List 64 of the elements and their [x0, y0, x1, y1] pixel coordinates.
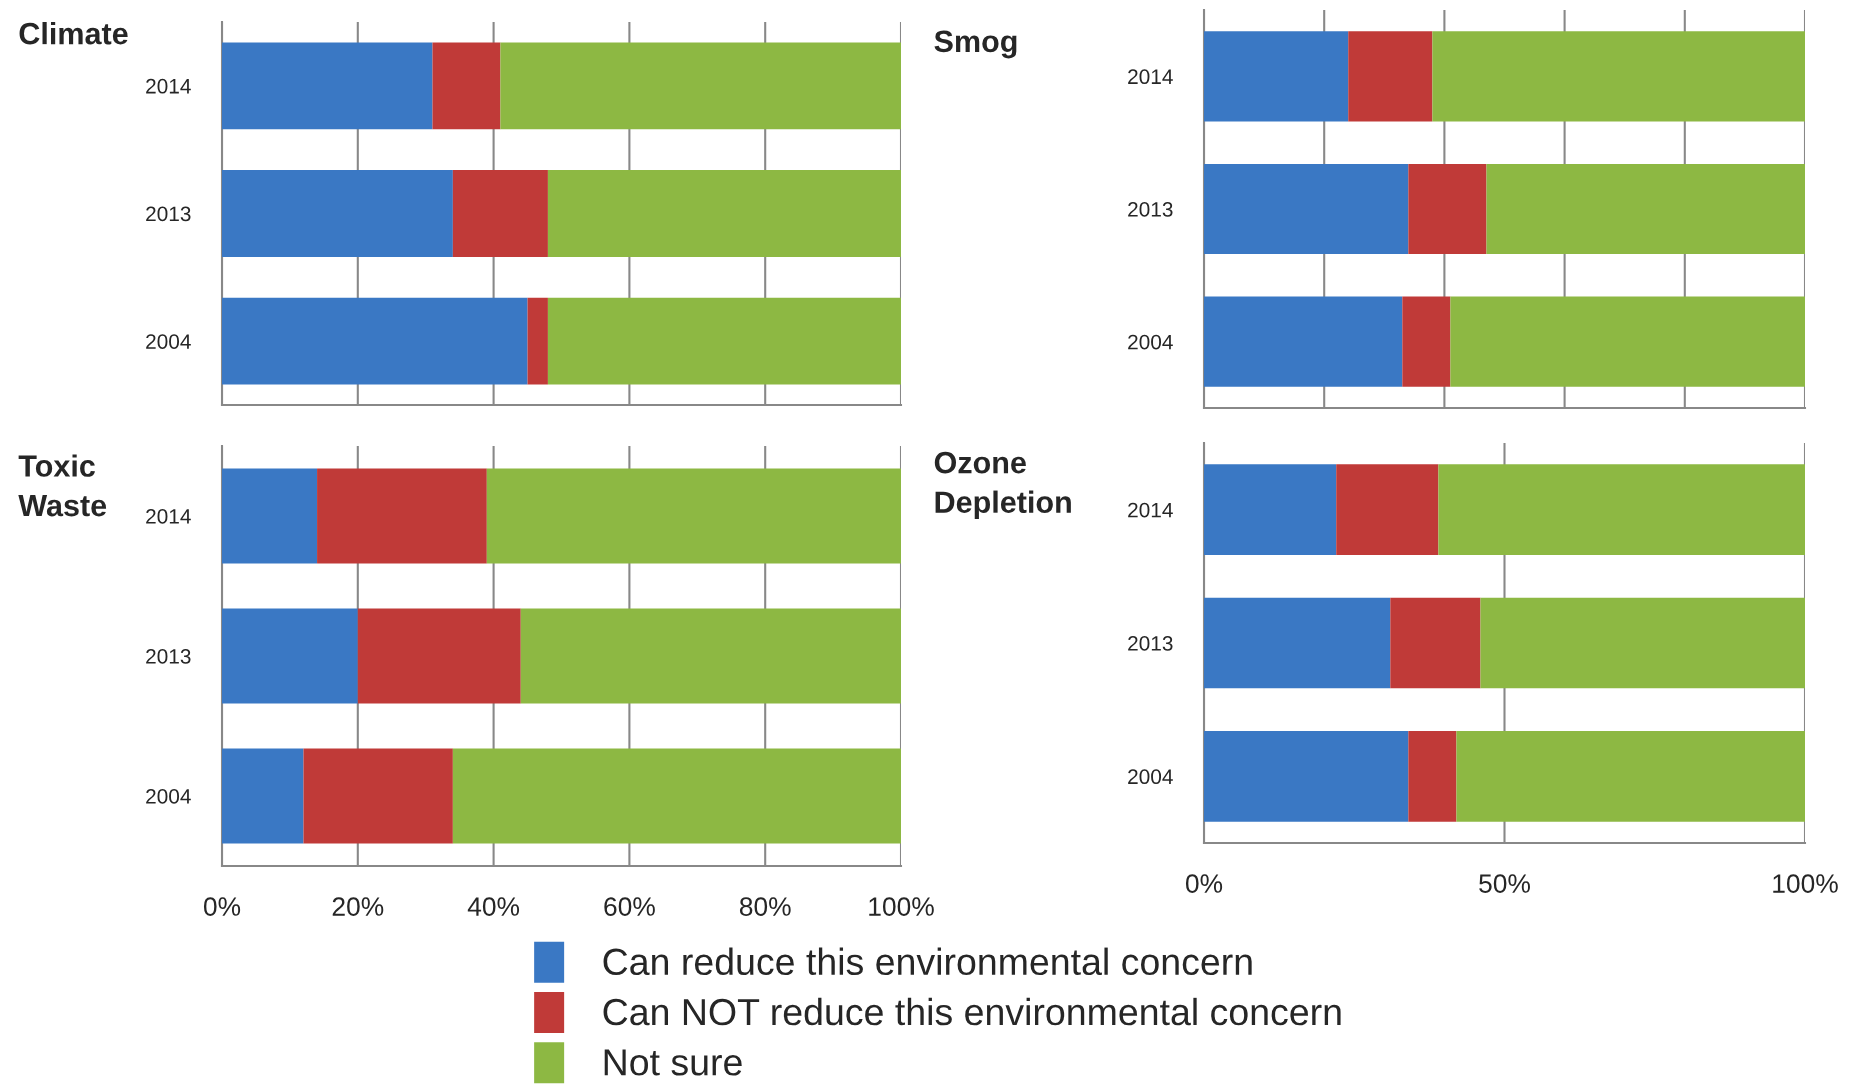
bar [222, 608, 358, 704]
y-tick-label: 2004 [146, 789, 191, 804]
bar [303, 748, 453, 844]
bar [1204, 163, 1409, 255]
chart-title: Climate [19, 22, 128, 45]
bar [1204, 464, 1337, 555]
bar [1402, 296, 1451, 387]
bar [1408, 163, 1487, 255]
y-tick-label: 2013 [1128, 202, 1173, 217]
bar [1450, 296, 1805, 387]
bar [222, 170, 453, 257]
bar [486, 468, 901, 564]
bar [1336, 464, 1439, 555]
x-tick-label: 80% [739, 897, 791, 916]
bar [452, 748, 901, 844]
bar [357, 608, 521, 704]
x-tick-label: 100% [1773, 874, 1838, 893]
bar [1432, 31, 1805, 122]
x-tick-label: 40% [467, 897, 520, 916]
text: Toxic Waste [18, 454, 107, 517]
bar [222, 748, 304, 844]
bar [1204, 731, 1409, 822]
bar [317, 468, 487, 564]
y-tick-label: 2013 [1128, 636, 1173, 651]
text: Smog [934, 30, 1017, 59]
bar [1456, 731, 1805, 822]
x-tick-label: 60% [604, 897, 655, 916]
y-tick-label: 2004 [1128, 769, 1173, 785]
bar [452, 170, 548, 257]
y-tick-label: 2014 [146, 509, 191, 524]
bar [432, 42, 501, 130]
legend-label: Can NOT reduce this environmental concern [603, 997, 1341, 1026]
y-tick-label: 2014 [1128, 502, 1173, 518]
x-tick-label: 100% [869, 897, 934, 916]
legend-label: Can reduce this environmental concern [603, 947, 1252, 976]
legend-label: Not sure [604, 1049, 742, 1076]
y-tick-label: 2013 [146, 649, 191, 664]
bar [1204, 597, 1391, 689]
bar [222, 297, 528, 385]
bar [1348, 31, 1433, 122]
bar [1438, 464, 1805, 555]
bar [500, 42, 901, 130]
x-tick-label: 0% [1185, 874, 1223, 893]
y-tick-label: 2004 [1128, 334, 1173, 350]
bar [1204, 31, 1349, 122]
bar [1480, 597, 1805, 689]
x-tick-label: 0% [203, 897, 241, 916]
bar [1390, 597, 1481, 689]
bar [547, 170, 901, 257]
y-tick-label: 2004 [146, 334, 191, 349]
bar [222, 468, 318, 564]
y-tick-label: 2013 [146, 206, 191, 222]
bar [520, 608, 901, 704]
y-tick-label: 2014 [1128, 69, 1173, 85]
bar [222, 42, 433, 130]
text: Ozone Depletion [934, 451, 1071, 520]
x-tick-label: 50% [1479, 874, 1530, 893]
x-tick-label: 20% [332, 897, 384, 916]
bar [527, 297, 548, 385]
y-tick-label: 2014 [146, 78, 191, 94]
bar [1486, 163, 1805, 255]
bar [1204, 296, 1403, 387]
bar [1408, 731, 1457, 822]
bar [547, 297, 901, 385]
